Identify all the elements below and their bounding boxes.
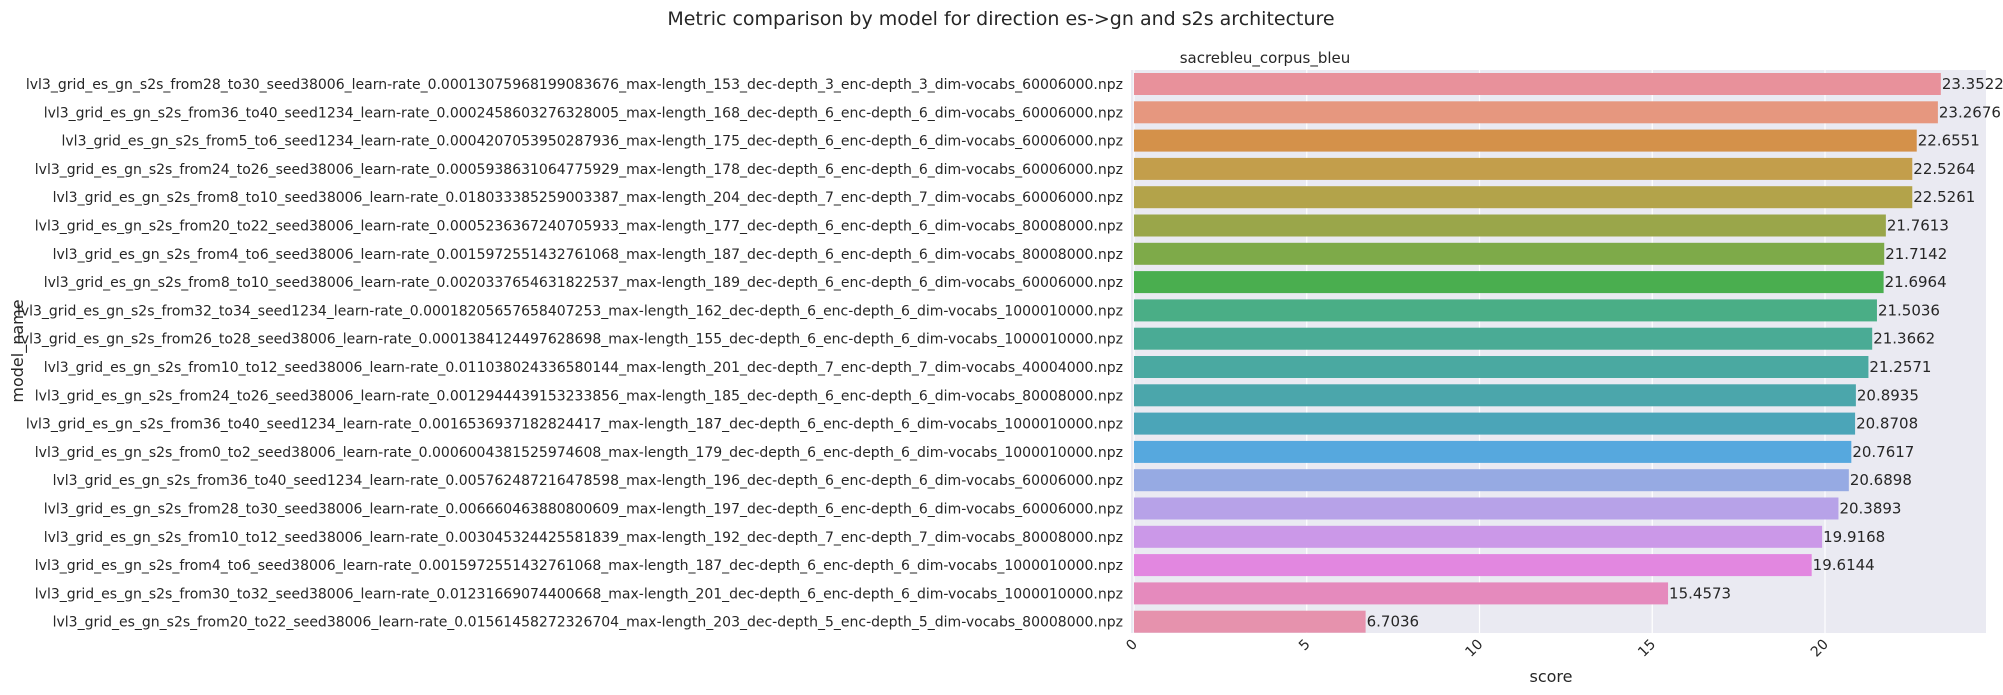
data-labels: 23.3522 23.2676 22.6551 22.5264 22.5261 21.76… [1367, 75, 2003, 631]
plot-area [1131, 70, 1986, 633]
y-tick-label: lvl3_grid_es_gn_s2s_from30_to32_seed3800… [35, 586, 1123, 602]
y-tick-label: lvl3_grid_es_gn_s2s_from36_to40_seed1234… [53, 473, 1123, 489]
data-label: 21.7613 [1887, 217, 1949, 235]
bar [1134, 469, 1849, 492]
data-label: 20.3893 [1839, 500, 1901, 518]
chart-title: Metric comparison by model for direction… [667, 8, 1334, 30]
bar [1134, 497, 1839, 520]
bar [1134, 525, 1823, 548]
bar [1134, 73, 1941, 95]
data-label: 20.6898 [1850, 471, 1912, 489]
data-label: 22.5261 [1913, 188, 1975, 206]
x-tick-label: 15 [1635, 637, 1659, 661]
bar-group [1134, 73, 1941, 633]
data-label: 20.7617 [1852, 443, 1914, 461]
y-tick-label: lvl3_grid_es_gn_s2s_from24_to26_seed3800… [35, 162, 1123, 178]
y-tick-label: lvl3_grid_es_gn_s2s_from20_to22_seed3800… [53, 615, 1123, 631]
bar [1134, 186, 1913, 209]
bar [1134, 157, 1913, 180]
y-tick-label: lvl3_grid_es_gn_s2s_from20_to22_seed3800… [35, 219, 1123, 235]
y-tick-label: lvl3_grid_es_gn_s2s_from28_to30_seed3800… [44, 502, 1123, 518]
subplot-title: sacrebleu_corpus_bleu [1180, 49, 1351, 68]
data-label: 19.6144 [1813, 556, 1875, 574]
x-tick-label: 0 [1123, 637, 1141, 655]
x-tick-labels: 0 5 10 15 20 [1123, 637, 1832, 661]
bar [1134, 384, 1856, 407]
y-tick-label: lvl3_grid_es_gn_s2s_from10_to12_seed3800… [44, 360, 1123, 376]
data-label: 20.8935 [1857, 386, 1919, 404]
bar [1134, 356, 1869, 378]
data-label: 22.6551 [1918, 132, 1980, 150]
bar [1134, 610, 1366, 633]
bar [1134, 299, 1877, 322]
data-label: 23.2676 [1939, 103, 2001, 121]
y-tick-label: lvl3_grid_es_gn_s2s_from24_to26_seed3800… [35, 388, 1123, 404]
bar [1134, 412, 1856, 435]
bar [1134, 582, 1669, 605]
y-tick-label: lvl3_grid_es_gn_s2s_from8_to10_seed38006… [44, 275, 1123, 291]
bar [1134, 271, 1884, 294]
x-axis-label: score [1530, 667, 1573, 686]
data-label: 15.4573 [1669, 584, 1731, 602]
y-tick-label: lvl3_grid_es_gn_s2s_from26_to28_seed3800… [17, 332, 1123, 348]
y-tick-label: lvl3_grid_es_gn_s2s_from32_to34_seed1234… [17, 303, 1123, 319]
data-label: 23.3522 [1942, 75, 2003, 93]
bar [1134, 242, 1885, 265]
bar [1134, 554, 1812, 577]
y-tick-label: lvl3_grid_es_gn_s2s_from36_to40_seed1234… [26, 417, 1123, 433]
y-tick-labels: lvl3_grid_es_gn_s2s_from28_to30_seed3800… [17, 77, 1123, 631]
data-label: 21.6964 [1885, 273, 1947, 291]
data-label: 22.5264 [1913, 160, 1975, 178]
data-label: 6.7036 [1367, 613, 1420, 631]
y-tick-label: lvl3_grid_es_gn_s2s_from5_to6_seed1234_l… [62, 134, 1124, 150]
y-tick-label: lvl3_grid_es_gn_s2s_from8_to10_seed38006… [53, 190, 1123, 206]
x-tick-label: 20 [1808, 637, 1832, 661]
y-axis-label: model_name [8, 299, 28, 402]
data-label: 21.7142 [1885, 245, 1947, 263]
bar [1134, 440, 1852, 463]
data-label: 19.9168 [1823, 528, 1885, 546]
x-tick-label: 10 [1462, 637, 1486, 661]
y-tick-label: lvl3_grid_es_gn_s2s_from4_to6_seed38006_… [53, 247, 1123, 263]
bar [1134, 214, 1886, 237]
x-tick-label: 5 [1296, 637, 1314, 655]
bar [1134, 129, 1917, 152]
y-tick-label: lvl3_grid_es_gn_s2s_from28_to30_seed3800… [26, 77, 1123, 93]
y-tick-label: lvl3_grid_es_gn_s2s_from10_to12_seed3800… [44, 530, 1123, 546]
data-label: 21.2571 [1869, 358, 1931, 376]
data-label: 21.3662 [1873, 330, 1935, 348]
bar [1134, 327, 1873, 350]
data-label: 21.5036 [1878, 301, 1940, 319]
y-tick-label: lvl3_grid_es_gn_s2s_from4_to6_seed38006_… [35, 558, 1123, 574]
y-tick-label: lvl3_grid_es_gn_s2s_from36_to40_seed1234… [44, 105, 1123, 121]
data-label: 20.8708 [1856, 415, 1918, 433]
bar [1134, 101, 1938, 124]
y-tick-label: lvl3_grid_es_gn_s2s_from0_to2_seed38006_… [35, 445, 1123, 461]
